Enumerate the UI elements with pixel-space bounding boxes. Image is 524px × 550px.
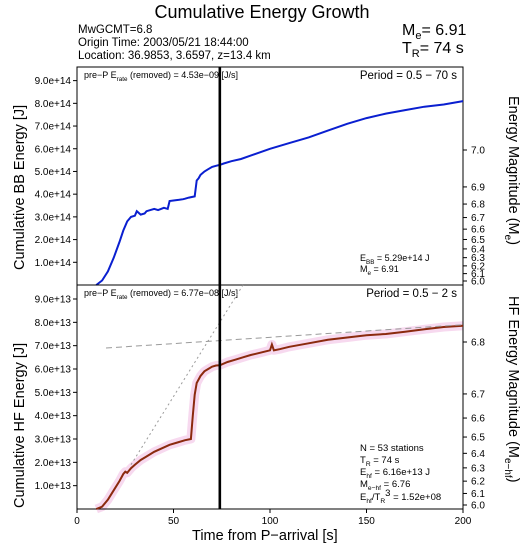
top-y-tick-label: 3.0e+14: [35, 212, 72, 223]
bottom-right-tick-label: 6.2: [471, 477, 485, 488]
top-y-tick-label: 7.0e+14: [35, 122, 72, 133]
chart-title: Cumulative Energy Growth: [154, 2, 370, 22]
bottom-series-line-0: [95, 324, 464, 510]
bottom-right-tick-label: 6.6: [471, 414, 485, 425]
bottom-right-tick-label: 6.0: [471, 501, 485, 512]
bottom-y-tick-label: 2.0e+13: [35, 458, 72, 469]
bottom-period-label: Period = 0.5 − 2 s: [366, 288, 457, 300]
tr-summary-symbol: T: [402, 40, 412, 57]
bottom-y-tick-label: 4.0e+13: [35, 411, 72, 422]
top-series-line-0: [95, 100, 464, 286]
top-y-tick-label: 5.0e+14: [35, 167, 72, 178]
top-y-tick-label: 2.0e+14: [35, 235, 72, 246]
top-right-tick-label: 6.7: [471, 213, 485, 224]
top-period-label: Period = 0.5 − 70 s: [360, 70, 457, 82]
event-location: Location: 36.9853, 3.6597, z=13.4 km: [78, 50, 271, 62]
bottom-y-tick-label: 6.0e+13: [35, 365, 72, 376]
me-summary-value: = 6.91: [421, 22, 467, 39]
top-right-tick-label: 6.6: [471, 225, 485, 236]
bottom-right-tick-label: 6.5: [471, 433, 485, 444]
top-right-tick-label: 6.9: [471, 182, 485, 193]
top-right-tick-label: 6.1: [471, 269, 485, 280]
bottom-y-tick-label: 8.0e+13: [35, 318, 72, 329]
top-pre-p-note: pre−P Erate (removed) = 4.53e−09 [J/s]: [84, 70, 238, 83]
tr-summary: TR= 74 s: [402, 40, 464, 60]
top-y-tick-label: 9.0e+14: [35, 76, 72, 87]
x-axis-label: Time from P−arrival [s]: [192, 528, 338, 544]
me-summary-sub: e: [415, 30, 422, 43]
x-tick-label: 50: [168, 516, 180, 527]
top-y-tick-label: 4.0e+14: [35, 190, 72, 201]
tr-summary-value: = 74 s: [419, 40, 464, 57]
x-tick-label: 100: [262, 516, 279, 527]
x-tick-label: 200: [455, 516, 472, 527]
bottom-right-tick-label: 6.7: [471, 389, 485, 400]
bottom-series-line-2: [130, 284, 244, 465]
top-right-tick-label: 6.4: [471, 244, 485, 255]
bottom-ratio-annotation: Ehf/TR3 = 1.52e+08: [360, 488, 441, 505]
top-right-tick-label: 6.2: [471, 261, 485, 272]
event-magnitude: MwGCMT=6.8: [78, 24, 153, 36]
top-y-tick-label: 1.0e+14: [35, 258, 72, 269]
x-tick-label: 0: [74, 516, 80, 527]
x-tick-label: 150: [358, 516, 375, 527]
top-right-tick-label: 6.8: [471, 200, 485, 211]
bottom-tr-annotation: TR = 74 s: [360, 455, 400, 468]
me-summary-symbol: M: [402, 22, 416, 39]
me-summary: Me= 6.91: [402, 22, 466, 42]
bottom-mehf-annotation: Me−hf = 6.76: [360, 479, 410, 492]
top-me-annotation: Me = 6.91: [360, 264, 399, 277]
bottom-y-tick-label: 3.0e+13: [35, 435, 72, 446]
bottom-y-tick-label: 1.0e+13: [35, 481, 72, 492]
top-right-tick-label: 6.3: [471, 253, 485, 264]
origin-time: Origin Time: 2003/05/21 18:44:00: [78, 37, 249, 49]
top-right-tick-label: 6.5: [471, 235, 485, 246]
bottom-y-tick-label: 5.0e+13: [35, 388, 72, 399]
top-y-tick-label: 8.0e+14: [35, 99, 72, 110]
bottom-right-tick-label: 6.1: [471, 489, 485, 500]
bottom-right-tick-label: 6.8: [471, 338, 485, 349]
top-right-tick-label: 6.0: [471, 277, 485, 288]
bottom-y-tick-label: 9.0e+13: [35, 295, 72, 306]
top-y-tick-label: 6.0e+14: [35, 144, 72, 155]
bottom-pre-p-note: pre−P Erate (removed) = 6.77e−08 [J/s]: [84, 288, 238, 301]
bottom-right-tick-label: 6.3: [471, 463, 485, 474]
top-ebb-annotation: EBB = 5.29e+14 J: [360, 253, 429, 266]
bottom-right-tick-label: 6.4: [471, 449, 485, 460]
bottom-ehf-annotation: Ehf = 6.16e+13 J: [360, 467, 430, 480]
top-right-tick-label: 7.0: [471, 146, 485, 157]
bottom-stations-annotation: N = 53 stations: [360, 443, 424, 454]
bottom-y-tick-label: 7.0e+13: [35, 341, 72, 352]
tr-summary-sub: R: [411, 48, 420, 61]
